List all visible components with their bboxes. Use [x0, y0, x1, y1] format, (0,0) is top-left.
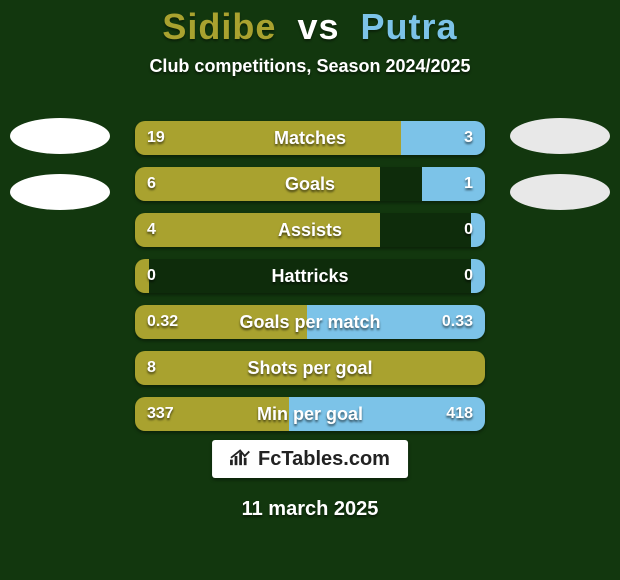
stat-label: Hattricks: [135, 259, 485, 293]
stat-row: Goals61: [135, 167, 485, 201]
stat-row: Matches193: [135, 121, 485, 155]
brand-icon: [230, 446, 252, 472]
stat-row: Shots per goal8: [135, 351, 485, 385]
stat-row: Hattricks00: [135, 259, 485, 293]
avatar-placeholder: [10, 118, 110, 154]
stat-seg-right: [422, 167, 485, 201]
player2-avatar-col: [510, 118, 610, 210]
brand-badge: FcTables.com: [212, 440, 408, 478]
stat-seg-left: [135, 397, 289, 431]
comparison-title: Sidibe vs Putra: [0, 0, 620, 48]
stat-seg-left: [135, 259, 149, 293]
stat-seg-right: [289, 397, 485, 431]
brand-text: FcTables.com: [258, 448, 390, 471]
stat-seg-right: [401, 121, 485, 155]
stat-bars: Matches193 Goals61 Assists40 Hattricks00 Goa…: [135, 121, 485, 431]
player1-name: Sidibe: [162, 6, 276, 47]
subtitle: Club competitions, Season 2024/2025: [0, 56, 620, 77]
stat-seg-left: [135, 121, 401, 155]
avatar-placeholder: [510, 174, 610, 210]
avatar-placeholder: [510, 118, 610, 154]
stat-seg-left: [135, 167, 380, 201]
stat-row: Goals per match0.320.33: [135, 305, 485, 339]
player1-avatar-col: [10, 118, 110, 210]
avatar-placeholder: [10, 174, 110, 210]
stat-seg-left: [135, 351, 485, 385]
stat-seg-right: [471, 213, 485, 247]
stat-seg-right: [307, 305, 486, 339]
vs-label: vs: [297, 6, 339, 47]
date-label: 11 march 2025: [0, 498, 620, 521]
stat-seg-left: [135, 305, 307, 339]
stat-seg-right: [471, 259, 485, 293]
stat-row: Assists40: [135, 213, 485, 247]
stat-seg-left: [135, 213, 380, 247]
stat-row: Min per goal337418: [135, 397, 485, 431]
player2-name: Putra: [361, 6, 458, 47]
